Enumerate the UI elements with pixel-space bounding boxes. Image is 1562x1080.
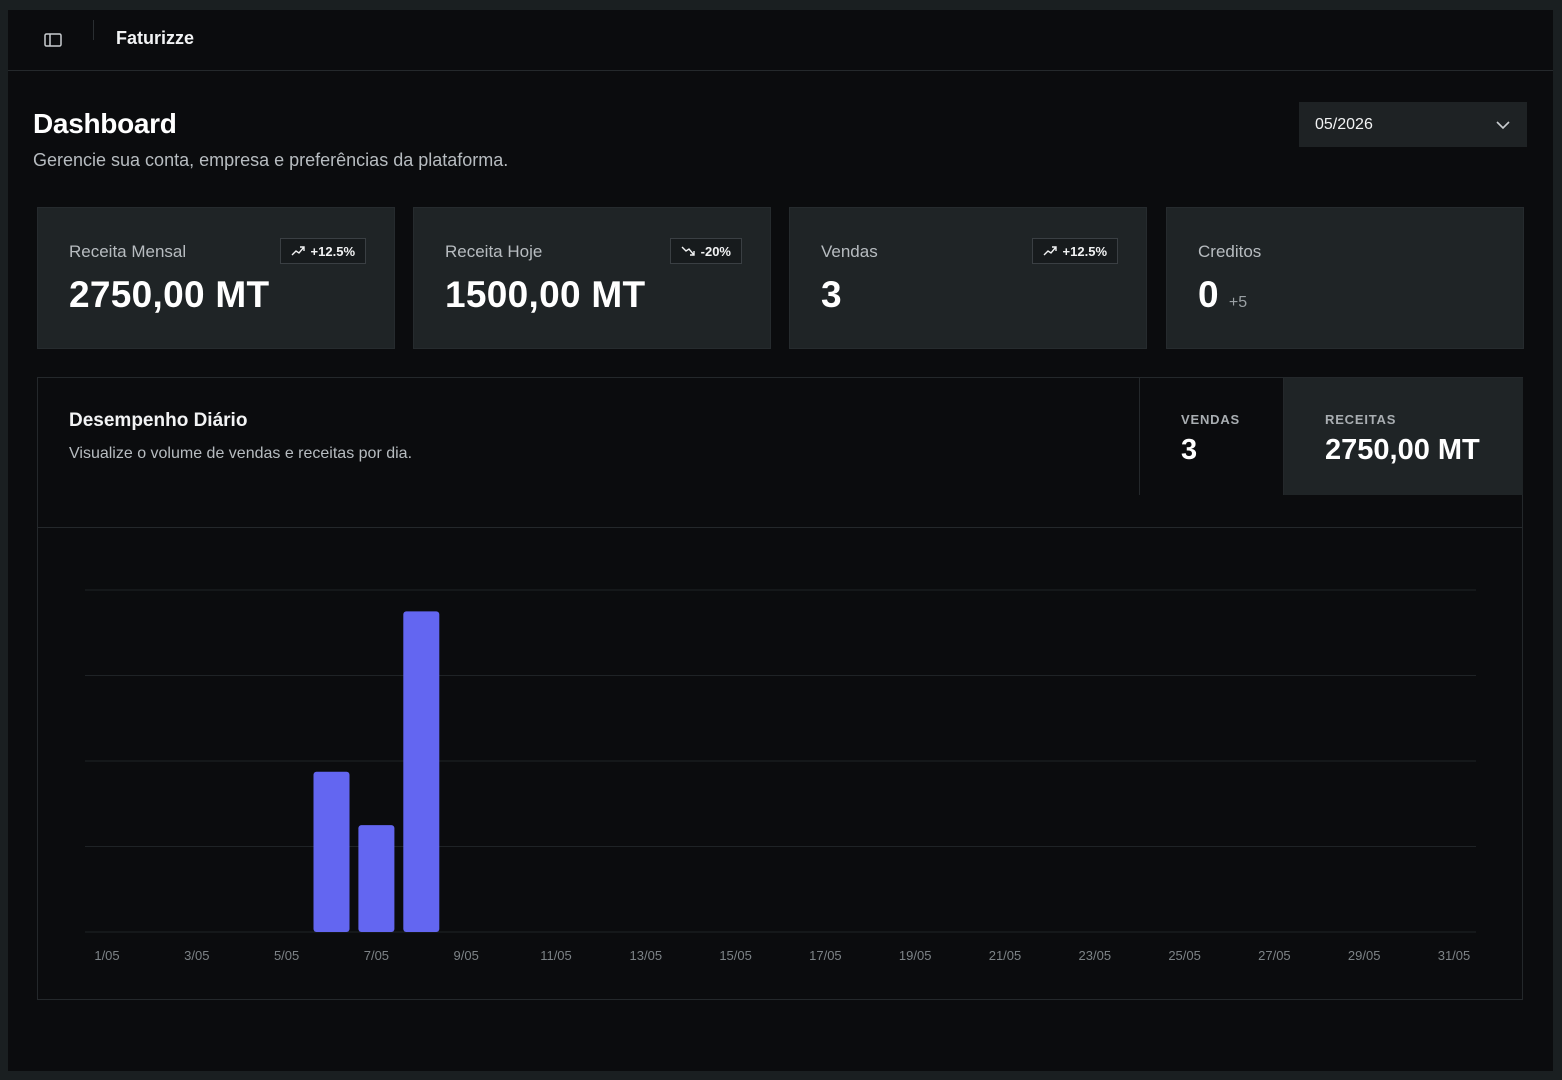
- card-label: Vendas: [821, 242, 878, 261]
- card-value: 2750,00 MT: [69, 274, 270, 315]
- sidebar-icon: [44, 33, 62, 47]
- topbar-divider: [93, 20, 94, 40]
- tab-label: VENDAS: [1181, 412, 1240, 427]
- x-tick-label: 13/05: [630, 948, 663, 963]
- card-value-extra: +5: [1228, 294, 1248, 311]
- trend-badge: -20%: [669, 238, 742, 264]
- trend-badge: +12.5%: [279, 238, 366, 264]
- panel-title: Desempenho Diário: [69, 410, 248, 431]
- x-tick-label: 9/05: [454, 948, 479, 963]
- x-tick-label: 15/05: [719, 948, 752, 963]
- trend-badge: +12.5%: [1031, 238, 1118, 264]
- bar-8/05[interactable]: [403, 611, 440, 932]
- tab-value: 3: [1181, 434, 1198, 466]
- card-label: Creditos: [1198, 242, 1262, 261]
- x-tick-label: 11/05: [540, 948, 572, 963]
- panel-description: Visualize o volume de vendas e receitas …: [69, 445, 413, 462]
- app-window: Faturizze Dashboard Gerencie sua conta, …: [8, 10, 1553, 1071]
- performance-panel: Desempenho Diário Visualize o volume de …: [37, 377, 1523, 1000]
- card-receita-hoje: Receita Hoje -20% 1500,00 MT: [413, 207, 771, 349]
- trend-up-icon: [291, 246, 305, 256]
- tab-receitas[interactable]: RECEITAS 2750,00 MT: [1283, 378, 1523, 495]
- card-value: 0 +5: [1198, 274, 1247, 316]
- trend-badge-value: -20%: [700, 243, 731, 259]
- tab-vendas[interactable]: VENDAS 3: [1139, 378, 1283, 495]
- x-tick-label: 1/05: [94, 948, 119, 963]
- trend-badge-value: +12.5%: [1062, 243, 1107, 259]
- page-title: Dashboard: [33, 108, 177, 139]
- bar-6/05[interactable]: [313, 771, 350, 932]
- card-receita-mensal: Receita Mensal +12.5% 2750,00 MT: [37, 207, 395, 349]
- trend-up-icon: [1043, 246, 1057, 256]
- tab-label: RECEITAS: [1325, 412, 1397, 427]
- card-value: 3: [821, 274, 842, 315]
- card-value: 1500,00 MT: [445, 274, 646, 315]
- x-tick-label: 21/05: [989, 948, 1022, 963]
- x-tick-label: 17/05: [809, 948, 842, 963]
- chevron-down-icon: [1496, 120, 1510, 129]
- x-tick-label: 3/05: [184, 948, 209, 963]
- x-tick-label: 19/05: [899, 948, 932, 963]
- bar-7/05[interactable]: [358, 825, 395, 932]
- page-subtitle: Gerencie sua conta, empresa e preferênci…: [33, 150, 509, 170]
- x-tick-label: 25/05: [1168, 948, 1201, 963]
- card-value-main: 0: [1198, 274, 1219, 315]
- card-vendas: Vendas +12.5% 3: [789, 207, 1147, 349]
- month-select[interactable]: 05/2026: [1299, 102, 1527, 147]
- x-tick-label: 23/05: [1079, 948, 1112, 963]
- x-tick-label: 5/05: [274, 948, 299, 963]
- x-tick-label: 31/05: [1438, 948, 1471, 963]
- tab-value: 2750,00 MT: [1325, 434, 1480, 466]
- card-creditos: Creditos 0 +5: [1166, 207, 1524, 349]
- x-tick-label: 27/05: [1258, 948, 1291, 963]
- top-bar: Faturizze: [8, 10, 1553, 71]
- daily-bar-chart: 1/05 3/05 5/05 7/05 9/05 11/05 13/05 15/05 17/05…: [38, 528, 1522, 998]
- trend-down-icon: [681, 246, 695, 256]
- panel-header: Desempenho Diário Visualize o volume de …: [38, 378, 1523, 528]
- chart-svg: 1/05 3/05 5/05 7/05 9/05 11/05 13/05 15/05 17/05…: [85, 589, 1476, 963]
- x-tick-label: 29/05: [1348, 948, 1381, 963]
- trend-badge-value: +12.5%: [310, 243, 355, 259]
- month-select-value: 05/2026: [1315, 115, 1373, 133]
- sidebar-toggle-button[interactable]: [40, 28, 66, 52]
- app-title: Faturizze: [116, 28, 195, 48]
- x-tick-label: 7/05: [364, 948, 389, 963]
- card-label: Receita Hoje: [445, 242, 543, 261]
- card-label: Receita Mensal: [69, 242, 187, 261]
